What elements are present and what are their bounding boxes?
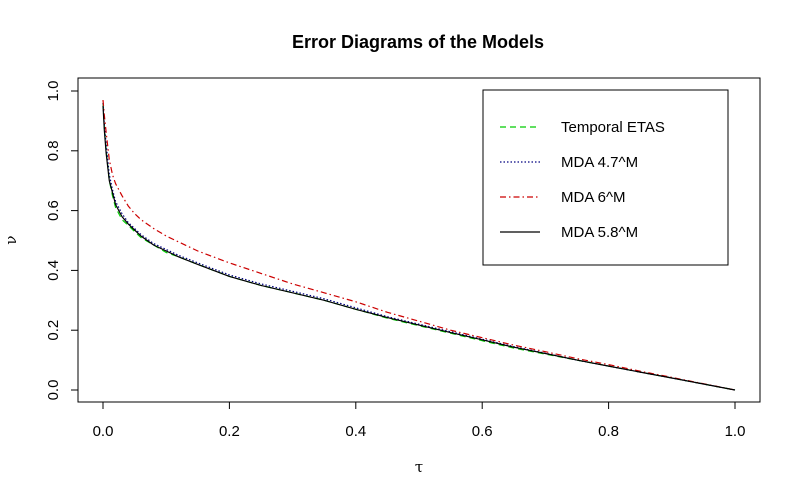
legend-label-2: MDA 6^M bbox=[561, 189, 626, 206]
y-tick-label: 0.6 bbox=[45, 200, 62, 221]
chart-title: Error Diagrams of the Models bbox=[292, 32, 544, 52]
y-tick-label: 0.8 bbox=[45, 140, 62, 161]
x-tick-label: 1.0 bbox=[725, 423, 746, 440]
y-tick-label: 1.0 bbox=[45, 81, 62, 102]
legend-label-0: Temporal ETAS bbox=[561, 119, 665, 136]
series-line-mda-6-m bbox=[102, 99, 736, 391]
x-axis: 0.0 0.2 0.4 0.6 0.8 1.0 bbox=[93, 401, 746, 440]
legend: Temporal ETAS MDA 4.7^M MDA 6^M MDA 5.8^M bbox=[482, 89, 729, 266]
y-tick-label: 0.2 bbox=[45, 320, 62, 341]
y-tick-label: 0.4 bbox=[45, 260, 62, 281]
x-tick-label: 0.6 bbox=[472, 423, 493, 440]
x-tick-label: 0.2 bbox=[219, 423, 240, 440]
x-tick-label: 0.8 bbox=[598, 423, 619, 440]
series-line-mda-5-8-m bbox=[102, 105, 736, 391]
legend-label-1: MDA 4.7^M bbox=[561, 154, 638, 171]
y-axis-label: ν bbox=[2, 235, 20, 244]
y-tick-label: 0.0 bbox=[45, 380, 62, 401]
series-layer bbox=[102, 99, 736, 391]
legend-label-3: MDA 5.8^M bbox=[561, 224, 638, 241]
x-tick-label: 0.4 bbox=[345, 423, 366, 440]
legend-box bbox=[482, 89, 729, 266]
x-axis-label: τ bbox=[415, 458, 423, 476]
y-axis: 0.0 0.2 0.4 0.6 0.8 1.0 bbox=[45, 81, 79, 401]
x-tick-label: 0.0 bbox=[93, 423, 114, 440]
